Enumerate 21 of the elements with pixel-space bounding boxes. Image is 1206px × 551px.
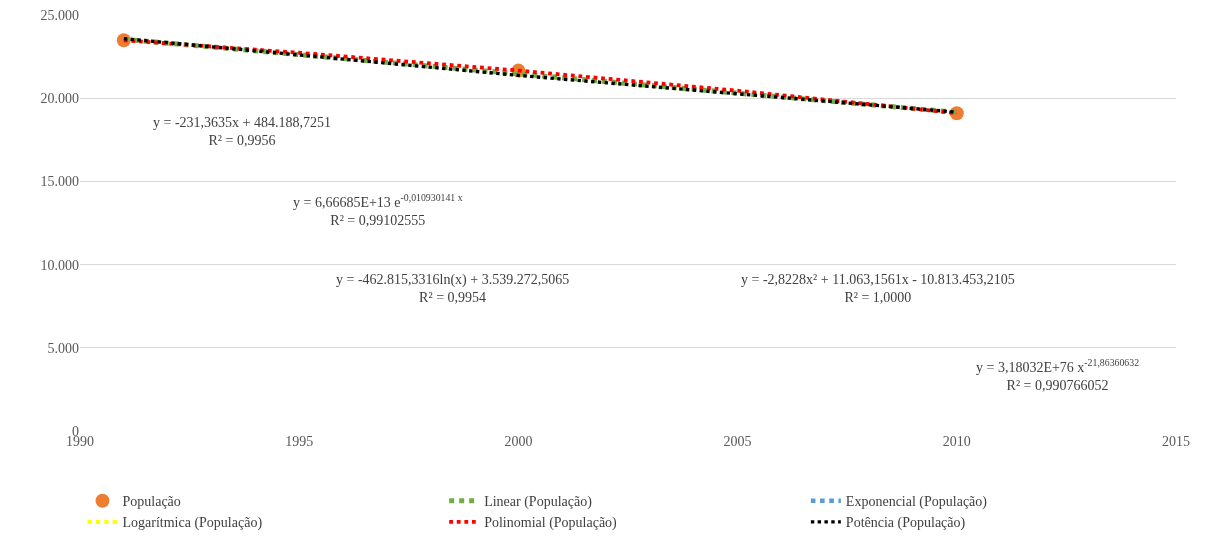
annotation: y = 3,18032E+76 x$^{-21,86360632}$ R² = 0,990766052 xyxy=(976,357,1140,394)
annotation: y = -462.815,3316ln(x) + 3.539.272,5065 R² = 0,9954 xyxy=(336,272,570,306)
y-tick-label: 20.000 xyxy=(40,91,79,107)
x-tick-label: 2015 xyxy=(1162,434,1190,449)
legend-label: Polinomial (População) xyxy=(484,515,618,532)
x-tick-label: 1995 xyxy=(285,434,314,449)
annotation: y = -231,3635x + 484.188,7251 R² = 0,9956 xyxy=(153,115,331,149)
y-tick-label: 10.000 xyxy=(40,257,79,273)
legend-label: Linear (População) xyxy=(484,494,593,511)
legend-label: Exponencial (População) xyxy=(845,494,988,511)
x-tick-label: 2005 xyxy=(723,434,752,449)
y-tick-label: 25.000 xyxy=(40,7,79,23)
legend-label: Potência (População) xyxy=(845,515,966,532)
y-tick-label: 5.000 xyxy=(47,340,79,356)
x-tick-label: 2000 xyxy=(504,434,533,449)
legend-label: Logarítmica (População) xyxy=(122,515,263,532)
annotation: y = -2,8228x² + 11.063,1561x - 10.813.453,2105 R² = 1,0000 xyxy=(741,272,1015,306)
annotation: y = 6,66685E+13 e$^{-0,010930141 x}$ R² = 0,99102555 xyxy=(293,192,463,229)
y-tick-label: 15.000 xyxy=(40,174,79,190)
legend-label: População xyxy=(122,494,181,510)
x-tick-label: 2010 xyxy=(942,434,971,449)
